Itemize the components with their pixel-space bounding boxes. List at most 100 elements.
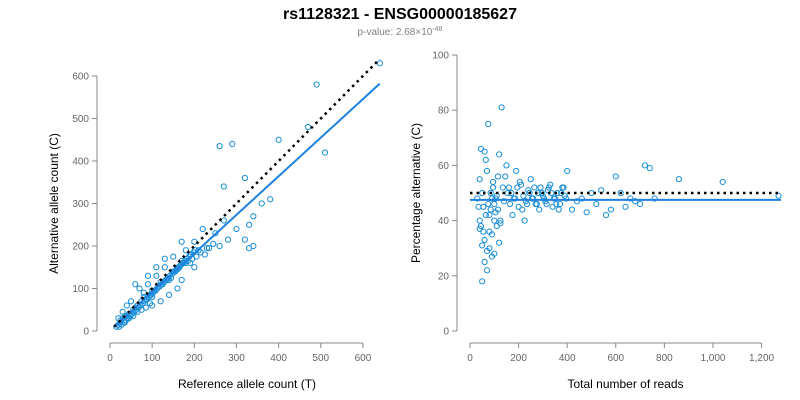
left-data-point <box>157 298 164 305</box>
left-y-axis-label: Alternative allele count (C) <box>47 133 61 274</box>
left-data-point <box>123 302 130 309</box>
right-data-point <box>543 200 550 208</box>
left-data-point <box>250 213 257 220</box>
p-value-text: p-value: 2.68×10 <box>358 27 433 38</box>
right-x-tick-label: 800 <box>656 353 673 364</box>
p-value-label: p-value: 2.68×10-48 <box>358 26 443 38</box>
right-data-point <box>612 173 619 180</box>
left-data-point <box>246 221 253 228</box>
right-x-tick-label: 200 <box>510 353 527 364</box>
right-data-point <box>476 176 483 183</box>
left-y-tick-label: 400 <box>72 157 89 168</box>
right-data-point <box>492 195 499 202</box>
right-data-point <box>555 206 562 213</box>
right-data-point <box>479 242 486 249</box>
right-data-point <box>617 189 624 197</box>
left-data-point <box>161 264 168 271</box>
right-scatter-panel: 0 200 400 600 800 1,000 1,200 0 20 40 60 80 100 Total… <box>409 51 782 391</box>
left-data-point <box>193 253 200 260</box>
right-data-point <box>519 206 526 213</box>
right-data-point <box>479 278 486 285</box>
right-data-point <box>556 200 563 208</box>
left-x-tick-label: 200 <box>186 353 203 364</box>
left-y-tick-label: 100 <box>72 284 89 295</box>
right-data-point <box>489 178 497 186</box>
right-data-point <box>550 195 557 202</box>
right-data-point <box>675 176 683 183</box>
right-data-point <box>526 189 533 197</box>
right-data-point <box>775 192 782 199</box>
right-data-point <box>483 267 491 274</box>
right-data-point <box>498 104 505 111</box>
right-x-axis-label: Total number of reads <box>567 377 683 391</box>
right-data-point <box>558 189 565 197</box>
right-data-point <box>486 228 493 235</box>
right-data-point <box>560 184 567 191</box>
right-data-point <box>573 198 581 205</box>
left-data-point <box>267 196 274 203</box>
left-x-tick-label: 100 <box>144 353 161 364</box>
chart-title: rs1128321 - ENSG00000185627 <box>283 6 517 23</box>
right-data-point <box>527 176 534 183</box>
left-y-tick-label: 0 <box>83 327 89 338</box>
left-x-tick-label: 300 <box>228 353 245 364</box>
right-data-point <box>477 145 485 152</box>
left-data-point <box>305 123 312 131</box>
right-data-point <box>538 189 545 197</box>
right-data-point <box>564 167 571 175</box>
left-data-point <box>178 238 185 245</box>
left-data-point <box>161 255 168 262</box>
right-y-tick-label: 80 <box>438 106 450 117</box>
left-reference-line <box>113 58 381 328</box>
right-data-point <box>549 203 556 210</box>
right-data-point <box>481 148 488 155</box>
left-data-point <box>191 238 198 245</box>
right-x-tick-label: 400 <box>559 353 576 364</box>
left-data-point <box>321 149 329 156</box>
right-data-point <box>508 189 515 197</box>
left-x-tick-label: 400 <box>270 353 287 364</box>
left-data-point <box>199 225 206 233</box>
right-data-point <box>483 247 491 255</box>
right-data-point <box>511 195 519 202</box>
left-data-point <box>241 236 248 243</box>
left-data-point <box>246 245 253 252</box>
left-x-tick-label: 500 <box>312 353 329 364</box>
right-data-point <box>632 198 639 205</box>
left-y-tick-label: 200 <box>72 242 89 253</box>
left-data-point <box>224 236 232 243</box>
left-data-point <box>144 272 152 279</box>
right-data-point <box>500 198 508 205</box>
right-data-point <box>622 203 629 210</box>
right-data-point <box>494 206 502 213</box>
right-data-point <box>476 225 483 232</box>
right-data-point <box>541 195 548 202</box>
right-data-point <box>488 195 495 202</box>
right-data-point <box>476 217 483 224</box>
right-data-point <box>553 200 560 208</box>
right-data-point <box>523 200 531 208</box>
right-data-point <box>482 156 489 163</box>
left-data-point <box>233 225 240 233</box>
right-data-point <box>497 217 504 224</box>
right-data-point <box>568 206 576 213</box>
right-data-point <box>521 217 528 224</box>
right-data-point <box>562 195 570 202</box>
right-x-tick-label: 0 <box>467 353 473 364</box>
right-data-point <box>588 189 595 197</box>
left-data-point <box>216 143 223 150</box>
right-data-point <box>499 184 506 191</box>
right-data-point <box>509 211 516 219</box>
right-data-point <box>496 239 503 246</box>
right-data-point <box>537 184 544 191</box>
right-data-point <box>485 120 492 128</box>
right-data-point <box>636 200 644 208</box>
right-data-point <box>488 253 495 260</box>
right-data-point <box>481 236 488 244</box>
left-data-point <box>203 245 211 252</box>
right-data-point <box>719 178 726 186</box>
right-data-point <box>491 217 498 224</box>
right-data-point <box>503 162 510 169</box>
